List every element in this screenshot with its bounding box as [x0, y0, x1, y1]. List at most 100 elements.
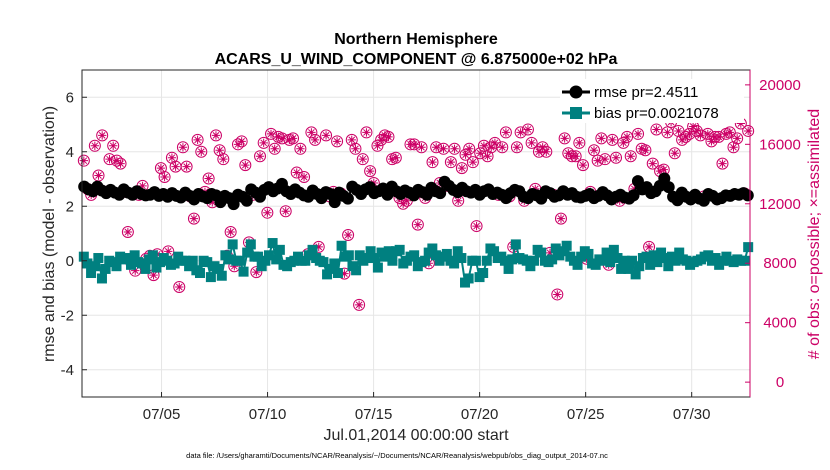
assimilated-obs-marker	[182, 162, 191, 171]
x-tick-label: 07/25	[567, 406, 605, 423]
y-tick-label: -4	[61, 362, 74, 379]
right-axis-ticks: 0 4000 8000 12000 16000 20000	[745, 77, 801, 391]
bias-marker	[449, 258, 460, 269]
assimilated-obs-marker	[468, 157, 478, 167]
assimilated-obs-marker	[655, 166, 665, 176]
possible-obs-marker	[488, 136, 501, 149]
bias-series	[78, 238, 754, 288]
assimilated-obs-marker	[259, 138, 268, 148]
bias-marker	[648, 250, 659, 261]
possible-obs-marker	[470, 220, 483, 233]
assimilated-obs-marker	[454, 196, 463, 205]
rmse-marker	[341, 192, 354, 205]
bias-marker	[343, 250, 354, 261]
legend-rmse-label: rmse pr=2.4511	[594, 84, 698, 101]
obs-count-series	[77, 116, 755, 311]
bias-marker	[184, 261, 195, 272]
bias-marker	[634, 261, 645, 272]
possible-obs-marker	[610, 151, 623, 164]
assimilated-obs-marker	[252, 267, 261, 277]
bias-marker	[365, 246, 376, 257]
bias-marker	[260, 255, 271, 266]
possible-obs-marker	[731, 132, 744, 145]
bias-marker	[78, 251, 89, 262]
assimilated-obs-marker	[714, 132, 724, 142]
assimilated-obs-marker	[597, 134, 606, 143]
bias-marker	[525, 261, 536, 272]
bias-marker	[561, 240, 572, 251]
possible-obs-marker	[551, 288, 564, 301]
assimilated-obs-marker	[527, 138, 536, 148]
bias-marker	[743, 242, 754, 253]
possible-obs-marker	[309, 133, 322, 146]
assimilated-obs-marker	[413, 220, 423, 229]
right-tick-label: 0	[776, 374, 784, 391]
bias-marker	[263, 250, 274, 261]
assimilated-obs-marker	[622, 132, 632, 142]
assimilated-obs-marker	[112, 156, 122, 165]
y-tick-label: 6	[66, 89, 74, 106]
possible-obs-marker	[320, 129, 333, 142]
right-tick-label: 16000	[759, 136, 801, 153]
assimilated-obs-marker	[321, 131, 331, 140]
assimilated-obs-marker	[365, 166, 375, 176]
assimilated-obs-marker	[164, 247, 173, 256]
assimilated-obs-marker	[637, 144, 646, 153]
possible-obs-marker	[415, 141, 428, 154]
assimilated-obs-marker	[351, 144, 360, 153]
bias-marker	[652, 257, 663, 268]
possible-obs-marker	[239, 159, 252, 172]
bias-marker	[536, 247, 547, 258]
rmse-marker	[662, 181, 675, 194]
possible-obs-marker	[558, 132, 571, 145]
possible-obs-marker	[217, 153, 230, 166]
possible-obs-marker	[514, 126, 527, 139]
possible-obs-marker	[176, 141, 189, 154]
assimilated-obs-marker	[670, 149, 679, 158]
assimilated-obs-marker	[373, 141, 382, 151]
assimilated-obs-marker	[707, 137, 716, 146]
bias-marker	[234, 255, 245, 266]
assimilated-obs-marker	[255, 152, 265, 161]
assimilated-obs-marker	[688, 122, 698, 131]
possible-obs-marker	[114, 157, 127, 170]
assimilated-obs-marker	[575, 138, 584, 148]
possible-obs-marker	[573, 136, 586, 149]
assimilated-obs-marker	[560, 134, 569, 143]
right-tick-label: 20000	[759, 77, 801, 94]
assimilated-obs-marker	[461, 150, 470, 159]
right-tick-label: 12000	[759, 196, 801, 213]
possible-obs-marker	[650, 123, 663, 136]
y-tick-label: 4	[66, 144, 74, 161]
possible-obs-marker	[202, 172, 215, 185]
possible-obs-marker	[632, 127, 645, 140]
chart-title: Northern Hemisphere	[334, 31, 498, 48]
bias-marker	[213, 263, 224, 274]
bias-marker	[576, 251, 587, 262]
assimilated-obs-marker	[608, 135, 617, 145]
possible-obs-marker	[499, 126, 512, 139]
bias-marker	[441, 248, 452, 259]
assimilated-obs-marker	[105, 154, 114, 164]
bias-marker	[169, 258, 180, 269]
bias-marker	[147, 250, 158, 261]
assimilated-obs-marker	[553, 290, 562, 299]
bias-marker	[140, 263, 151, 274]
rmse-marker	[627, 189, 640, 202]
possible-obs-marker	[444, 156, 457, 169]
assimilated-obs-marker	[376, 135, 386, 145]
assimilated-obs-marker	[736, 119, 746, 128]
assimilated-obs-marker	[156, 163, 166, 173]
bias-marker	[481, 255, 492, 266]
assimilated-obs-marker	[659, 165, 668, 174]
bias-marker	[409, 250, 420, 261]
bias-marker	[710, 253, 721, 264]
assimilated-obs-marker	[725, 128, 735, 137]
bias-marker	[674, 247, 685, 258]
assimilated-obs-marker	[167, 153, 177, 162]
bias-marker	[420, 255, 431, 266]
assimilated-obs-marker	[431, 143, 441, 152]
rmse-marker	[240, 194, 253, 207]
assimilated-obs-marker	[296, 144, 305, 153]
